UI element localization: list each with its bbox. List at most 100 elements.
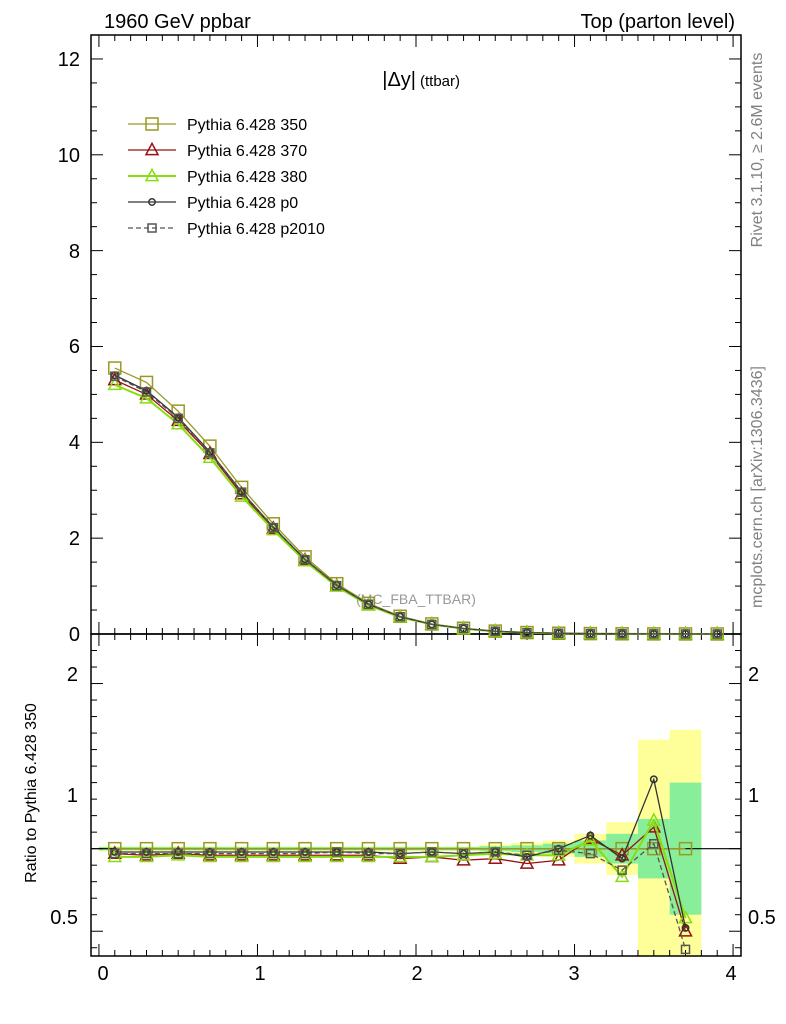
legend-entry: Pythia 6.428 p2010 <box>128 221 325 238</box>
ratio-point <box>110 848 119 856</box>
data-point <box>170 415 186 430</box>
ratio-point <box>174 848 183 856</box>
ratio-point <box>301 848 309 856</box>
data-point <box>617 629 627 639</box>
ratio-point <box>269 848 278 856</box>
ratio-point <box>173 848 183 859</box>
main-y-tick-label: 2 <box>69 528 80 550</box>
ratio-y-tick-label-right: 0.5 <box>748 907 776 929</box>
ratio-y-tick-label-right: 2 <box>748 664 759 686</box>
ratio-point <box>617 865 627 875</box>
data-point <box>523 628 531 637</box>
legend-entry: Pythia 6.428 350 <box>128 117 307 134</box>
data-point <box>649 629 659 639</box>
ratio-y-tick-label-left: 0.5 <box>50 907 78 929</box>
x-tick-label: 0 <box>97 963 108 985</box>
ratio-point <box>680 944 691 955</box>
x-tick-label: 3 <box>568 963 579 985</box>
data-point <box>173 413 183 424</box>
data-point <box>395 611 405 622</box>
ratio-point <box>139 848 154 863</box>
data-point <box>363 599 374 610</box>
ratio-line <box>114 777 687 929</box>
data-point <box>554 629 563 638</box>
header-left: 1960 GeV ppbar <box>104 11 251 33</box>
ratio-point <box>361 848 376 863</box>
ratio-point <box>586 831 595 840</box>
ratio-point <box>427 847 437 857</box>
main-y-tick-label: 12 <box>58 49 80 71</box>
ratio-point <box>523 852 531 861</box>
ratio-point <box>522 850 532 861</box>
data-point <box>553 628 564 639</box>
ratio-point <box>331 847 342 857</box>
ratio-point <box>110 848 120 859</box>
data-point <box>139 390 154 404</box>
legend-marker <box>144 167 160 182</box>
ratio-point <box>618 854 627 863</box>
ratio-y-tick-labels: 0.5 1 2 0.5 1 2 <box>50 664 776 929</box>
data-point <box>110 371 120 381</box>
ratio-point <box>553 845 564 856</box>
data-point <box>458 623 469 634</box>
ratio-point <box>236 848 247 859</box>
main-y-tick-label: 6 <box>69 336 80 358</box>
main-y-tick-label: 0 <box>69 624 80 646</box>
data-point <box>522 627 532 638</box>
x-tick-label: 4 <box>725 963 736 985</box>
mcplots-label: mcplots.cern.ch [arXiv:1306.3436] <box>749 366 766 608</box>
legend-label: Pythia 6.428 350 <box>187 117 307 134</box>
main-y-tick-labels: 0 2 4 6 8 10 12 <box>58 49 80 646</box>
ratio-point <box>142 848 151 856</box>
data-point <box>107 376 123 391</box>
ratio-point <box>107 848 123 863</box>
ratio-point <box>363 848 374 859</box>
ratio-point <box>681 923 690 932</box>
legend-marker <box>145 117 159 131</box>
x-tick-label: 2 <box>411 963 422 985</box>
analysis-label: (MC_FBA_TTBAR) <box>356 591 476 607</box>
main-y-tick-label: 10 <box>58 145 80 167</box>
ratio-line <box>114 842 687 950</box>
ratio-point <box>646 812 662 826</box>
legend-label: Pythia 6.428 p0 <box>187 195 298 212</box>
ratio-y-tick-label-left: 1 <box>67 785 78 807</box>
data-point <box>427 620 436 629</box>
ratio-point <box>364 848 373 856</box>
ratio-point <box>649 775 658 784</box>
ratio-point <box>554 844 563 853</box>
data-point <box>236 487 247 497</box>
main-y-tick-label: 8 <box>69 241 80 263</box>
data-point <box>331 580 342 591</box>
ratio-point <box>234 848 249 863</box>
ratio-point <box>266 848 281 863</box>
ratio-plot-series <box>107 775 693 955</box>
legend-label: Pythia 6.428 380 <box>187 169 307 186</box>
legend-symbol <box>128 223 176 233</box>
ratio-point <box>395 848 405 859</box>
data-point <box>364 600 373 609</box>
ratio-point <box>205 848 215 859</box>
legend-symbol <box>128 117 176 131</box>
legend: Pythia 6.428 350 Pythia 6.428 370 Pythia… <box>128 117 325 238</box>
data-point <box>107 371 123 386</box>
legend-symbol <box>128 141 176 156</box>
data-point <box>713 630 722 638</box>
ratio-point <box>490 847 501 857</box>
ratio-point <box>649 838 659 849</box>
legend-marker <box>144 141 160 156</box>
data-point <box>300 554 310 565</box>
ratio-point <box>585 848 596 859</box>
data-point <box>141 387 152 397</box>
data-point <box>680 629 691 639</box>
data-point <box>491 627 500 636</box>
data-point <box>490 626 501 636</box>
ratio-point <box>678 841 693 856</box>
legend-marker <box>147 223 157 233</box>
legend-symbol <box>128 198 176 206</box>
legend-entry: Pythia 6.428 380 <box>128 167 307 186</box>
x-tick-label: 1 <box>254 963 265 985</box>
legend-entry: Pythia 6.428 370 <box>128 141 307 160</box>
series-line <box>114 375 718 635</box>
